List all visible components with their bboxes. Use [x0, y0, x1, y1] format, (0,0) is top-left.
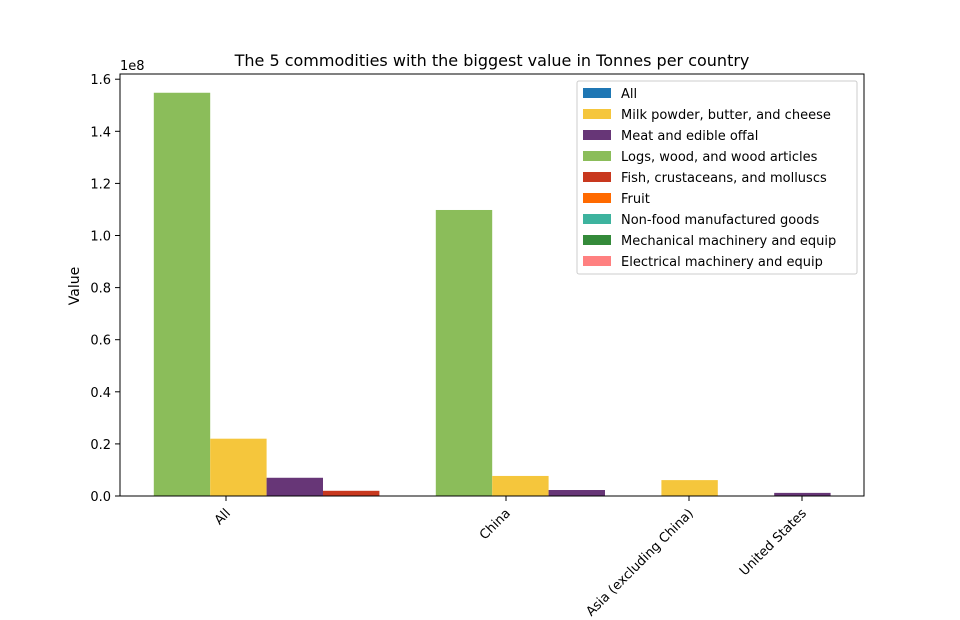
y-tick-label: 0.0 [90, 490, 111, 505]
bar-all-milk-powder-butter-and-cheese [210, 438, 267, 496]
bar-all-meat-and-edible-offal [266, 477, 323, 496]
x-tick-label: China [477, 506, 514, 543]
bar-all-fish-crustaceans-and-molluscs [323, 490, 380, 496]
legend-label-all: All [621, 87, 637, 102]
y-axis: 0.0 0.2 0.4 0.6 0.8 1.0 1.2 1.4 1.6 [90, 73, 120, 505]
legend-swatch-electrical-machinery-and-equip [583, 256, 611, 266]
legend-label-milk-powder-butter-and-cheese: Milk powder, butter, and cheese [621, 108, 831, 123]
bars-group [153, 92, 831, 496]
legend-swatch-all [583, 88, 611, 98]
legend: All Milk powder, butter, and cheese Meat a… [576, 80, 858, 275]
legend-label-fruit: Fruit [621, 192, 650, 207]
y-tick-label: 1.4 [90, 125, 111, 140]
legend-swatch-non-food-manufactured-goods [583, 214, 611, 224]
bar-asia-excluding-china-milk-powder-butter-and-cheese [661, 480, 718, 496]
y-tick-label: 1.2 [90, 177, 111, 192]
legend-swatch-fish-crustaceans-and-molluscs [583, 172, 611, 182]
legend-label-meat-and-edible-offal: Meat and edible offal [621, 129, 758, 144]
x-tick-label: United States [737, 506, 810, 579]
legend-label-fish-crustaceans-and-molluscs: Fish, crustaceans, and molluscs [621, 171, 827, 186]
y-tick-label: 1.0 [90, 230, 111, 245]
x-tick-label: All [212, 506, 234, 528]
legend-swatch-fruit [583, 193, 611, 203]
bar-united-states-meat-and-edible-offal [774, 492, 831, 496]
y-tick-label: 1.6 [90, 73, 111, 88]
bar-china-milk-powder-butter-and-cheese [492, 475, 549, 496]
x-axis: All China Asia (excluding China) United Sta… [212, 496, 810, 620]
legend-label-logs-wood-and-wood-articles: Logs, wood, and wood articles [621, 150, 818, 165]
y-tick-label: 0.8 [90, 282, 111, 297]
legend-swatch-logs-wood-and-wood-articles [583, 151, 611, 161]
bar-china-logs-wood-and-wood-articles [435, 209, 493, 496]
chart-title: The 5 commodities with the biggest value… [234, 51, 750, 70]
legend-swatch-mechanical-machinery-and-equip [583, 235, 611, 245]
y-tick-label: 0.4 [90, 386, 111, 401]
legend-label-non-food-manufactured-goods: Non-food manufactured goods [621, 213, 819, 228]
y-tick-label: 0.6 [90, 334, 111, 349]
bar-all-logs-wood-and-wood-articles [153, 92, 211, 496]
legend-frame [576, 80, 858, 275]
legend-label-electrical-machinery-and-equip: Electrical machinery and equip [621, 255, 823, 270]
legend-label-mechanical-machinery-and-equip: Mechanical machinery and equip [621, 234, 836, 249]
y-tick-label: 0.2 [90, 438, 111, 453]
legend-swatch-meat-and-edible-offal [583, 130, 611, 140]
y-axis-label: Value [67, 267, 83, 305]
legend-swatch-milk-powder-butter-and-cheese [583, 109, 611, 119]
x-tick-label: Asia (excluding China) [583, 506, 696, 619]
plot-frame [119, 73, 865, 497]
bar-china-meat-and-edible-offal [548, 490, 605, 496]
y-offset-text: 1e8 [120, 59, 145, 74]
